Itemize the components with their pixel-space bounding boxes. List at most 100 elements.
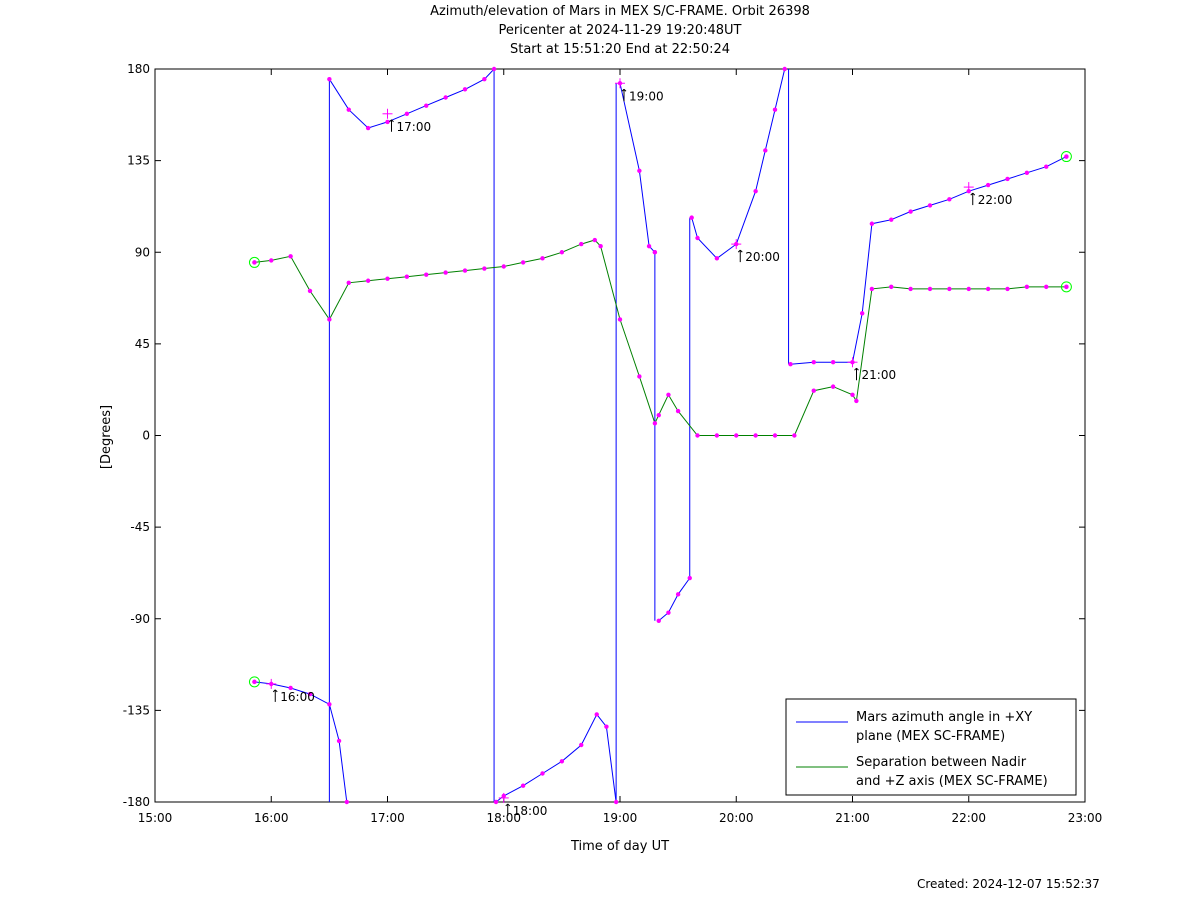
data-point [493,799,499,805]
data-point [520,260,526,265]
data-point [579,742,584,748]
separation-line [254,239,1067,436]
legend-label: plane (MEX SC-FRAME) [856,729,1005,744]
data-point [782,66,787,72]
data-point [763,148,768,153]
x-tick-label: 17:00 [370,811,405,825]
data-point [365,125,371,131]
data-point [252,679,257,685]
data-point [344,799,350,805]
data-point [889,217,894,222]
data-point [830,384,836,389]
data-point [540,256,545,261]
data-point [559,759,565,764]
azimuth-line [328,68,495,129]
hour-annotation: 16:00 [280,690,315,704]
y-tick-label: -180 [123,795,150,809]
data-point [695,235,700,241]
data-point [385,119,390,125]
legend-label: Mars azimuth angle in +XY [856,710,1032,725]
data-point [753,433,758,438]
x-tick-label: 23:00 [1068,811,1103,825]
data-point [404,111,410,116]
created-timestamp: Created: 2024-12-07 15:52:37 [917,877,1100,891]
data-point [346,107,351,112]
hour-annotation: 17:00 [397,120,432,134]
y-tick-label: 45 [135,337,150,351]
x-tick-label: 18:00 [486,811,521,825]
x-tick-label: 21:00 [835,811,870,825]
data-point [462,87,468,92]
data-point [646,243,652,249]
data-point [908,286,913,292]
x-tick-label: 15:00 [138,811,173,825]
hour-arrow [274,689,278,693]
data-point [869,221,875,226]
data-point [613,799,619,805]
y-axis-label: [Degrees] [99,405,114,469]
data-point [288,685,293,691]
data-point [520,783,526,788]
chart-title-line2: Pericenter at 2024-11-29 19:20:48UT [498,23,742,38]
data-point [1064,154,1069,159]
azimuth-line [691,68,786,260]
data-point [346,280,351,285]
hour-annotation: 18:00 [513,804,548,818]
data-point [772,433,778,438]
hour-arrow [391,119,394,123]
data-point [327,76,332,82]
hour-arrow [856,367,859,371]
data-point [482,266,487,271]
x-axis-label: Time of day UT [570,839,669,854]
data-point [947,197,952,202]
data-point [336,738,342,744]
hour-arrow [623,88,627,92]
azimuth-line [790,156,1067,365]
data-point [675,592,681,597]
y-tick-label: 90 [135,245,150,259]
data-point [714,433,720,438]
data-point [594,712,599,717]
legend-label: Separation between Nadir [856,755,1027,770]
x-tick-label: 16:00 [254,811,289,825]
y-tick-label: -45 [130,520,150,534]
data-point [753,188,758,194]
data-point [908,209,913,214]
data-point [269,258,274,263]
data-point [675,408,681,414]
azimuth-line [495,713,617,803]
hour-annotation: 21:00 [862,368,897,382]
data-point [666,610,671,615]
data-point [307,288,313,294]
y-tick-labels: 180 135 90 45 0 -45 -90 -135 -180 [123,62,150,809]
data-point [811,360,816,365]
data-point [252,260,257,265]
data-point [1044,164,1049,169]
data-point [307,691,313,697]
data-point [604,724,609,729]
data-point [559,250,565,255]
data-point [850,392,855,397]
data-point [734,433,739,438]
data-point [859,311,865,316]
data-point [592,237,598,243]
y-tick-label: 180 [127,62,150,76]
data-point [1005,286,1010,292]
data-point [1044,284,1049,290]
data-point [811,388,816,393]
y-tick-label: -135 [123,703,150,717]
hour-annotation: 19:00 [629,89,664,103]
data-point [637,168,642,174]
data-point [687,575,692,581]
data-point [656,412,661,418]
chart-title-line3: Start at 15:51:20 End at 22:50:24 [509,42,731,57]
hour-arrow [507,803,511,807]
data-point [288,254,293,259]
chart-title-line1: Azimuth/elevation of Mars in MEX S/C-FRA… [430,4,810,19]
data-point [617,317,623,322]
data-point [869,286,875,292]
data-point [927,286,933,292]
data-point [854,398,859,404]
data-point [889,284,894,290]
